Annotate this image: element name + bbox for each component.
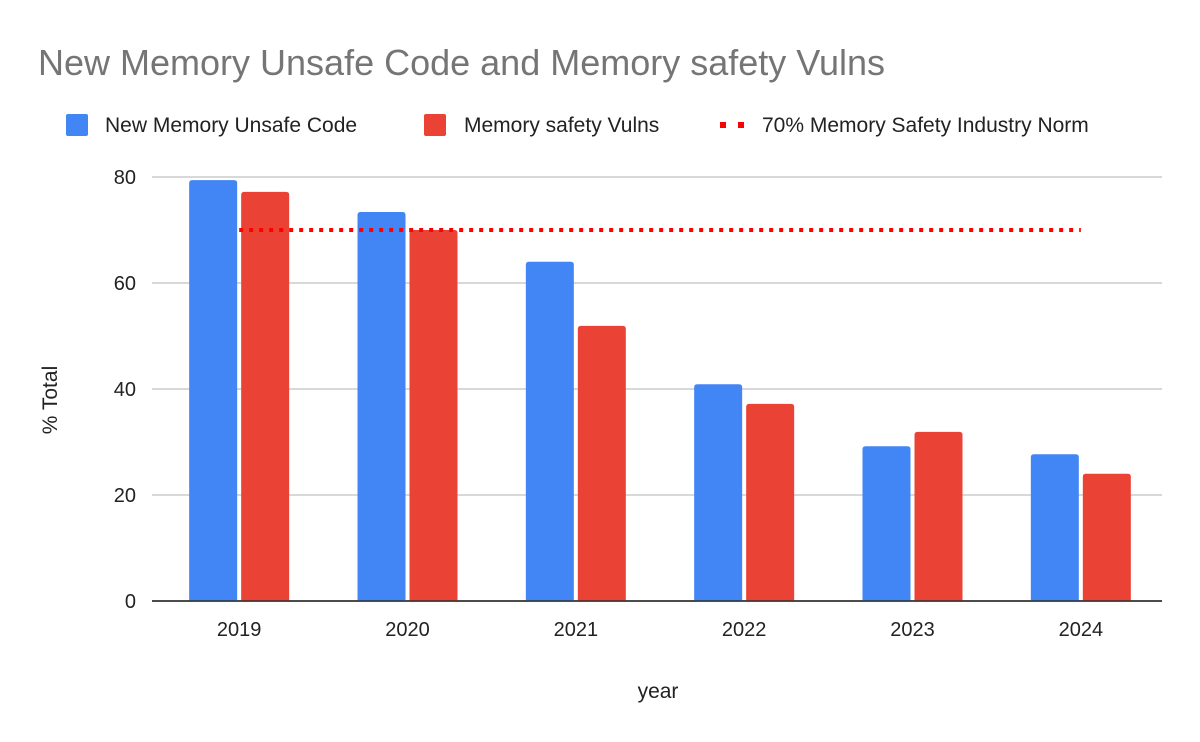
- bar-vulns-2021: [577, 325, 626, 601]
- y-tick-label: 0: [125, 591, 136, 613]
- y-tick-label: 40: [114, 379, 136, 401]
- bar-unsafe-code-2019: [189, 180, 238, 601]
- x-tick-label: 2022: [722, 619, 767, 641]
- legend-swatch-blue: [66, 114, 88, 136]
- legend-label-vulns: Memory safety Vulns: [464, 114, 659, 137]
- y-axis-label: % Total: [39, 366, 62, 435]
- bar-vulns-2019: [241, 191, 290, 601]
- legend-swatch-red: [424, 114, 446, 136]
- x-tick-label: 2020: [385, 619, 430, 641]
- bar-vulns-2023: [914, 431, 963, 601]
- y-tick-label: 20: [114, 485, 136, 507]
- x-tick-label: 2021: [554, 619, 599, 641]
- bar-vulns-2024: [1082, 473, 1131, 601]
- chart-title: New Memory Unsafe Code and Memory safety…: [38, 42, 885, 83]
- x-axis-label: year: [638, 680, 679, 703]
- legend-dot-1: [720, 122, 726, 128]
- x-tick-label: 2019: [217, 619, 262, 641]
- bar-unsafe-code-2021: [525, 261, 574, 601]
- bar-unsafe-code-2022: [694, 384, 743, 601]
- legend-label-norm: 70% Memory Safety Industry Norm: [762, 114, 1089, 137]
- x-tick-label: 2024: [1059, 619, 1104, 641]
- bar-vulns-2020: [409, 230, 458, 601]
- legend: New Memory Unsafe Code Memory safety Vul…: [66, 114, 1089, 137]
- y-tick-label: 60: [114, 273, 136, 295]
- bar-unsafe-code-2023: [862, 446, 911, 601]
- legend-dot-2: [738, 122, 744, 128]
- legend-label-unsafe-code: New Memory Unsafe Code: [105, 114, 357, 137]
- y-tick-label: 80: [114, 167, 136, 189]
- bar-unsafe-code-2020: [357, 211, 406, 602]
- bar-vulns-2022: [746, 403, 795, 601]
- bar-unsafe-code-2024: [1030, 454, 1079, 601]
- x-tick-label: 2023: [890, 619, 935, 641]
